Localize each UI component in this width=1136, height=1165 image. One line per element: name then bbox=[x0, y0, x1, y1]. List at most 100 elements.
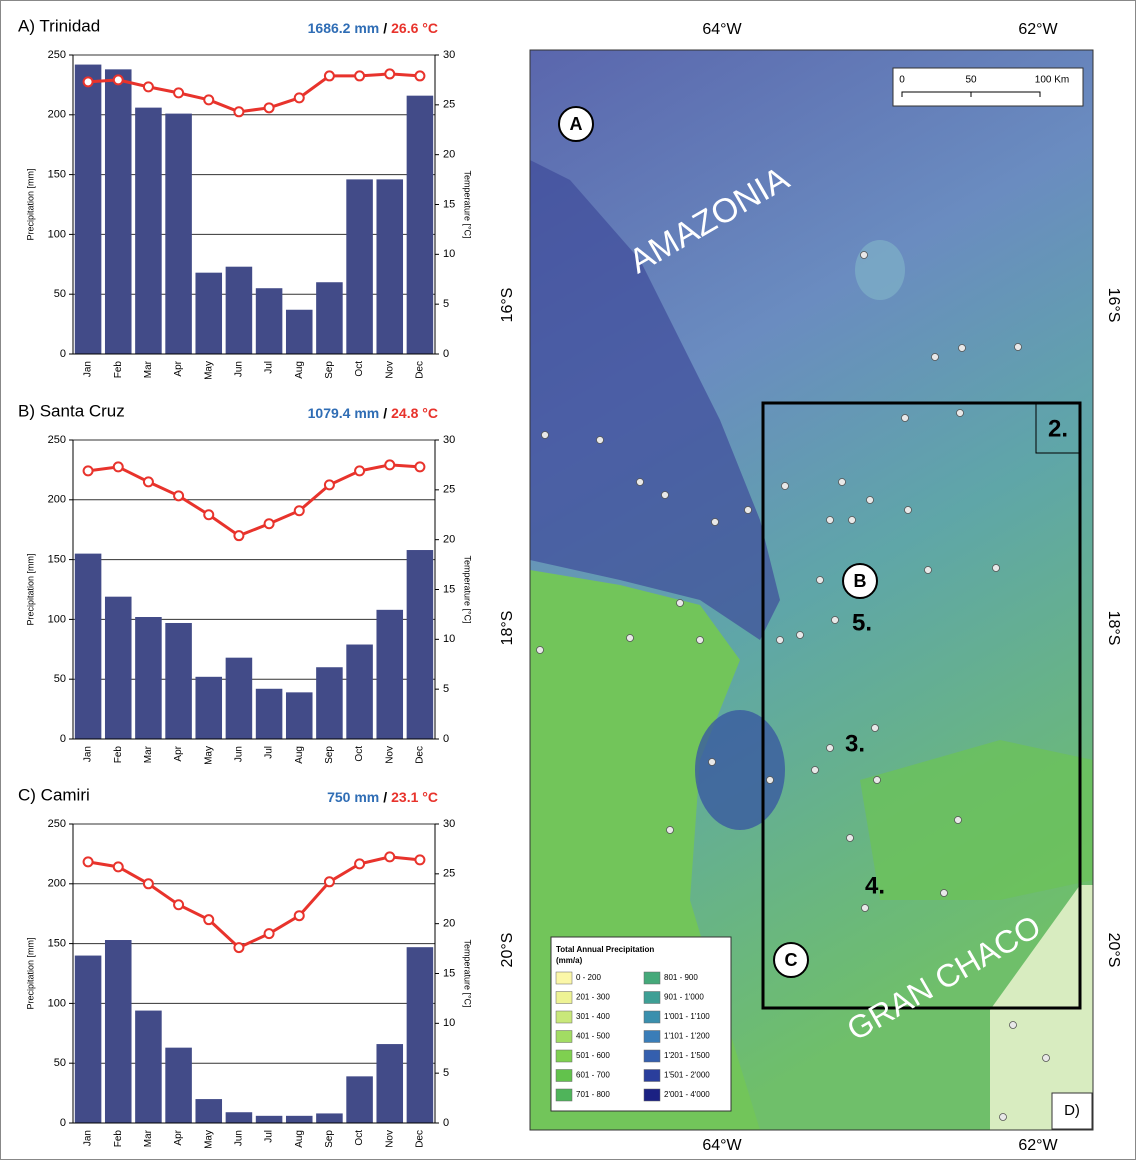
temperature-point bbox=[354, 70, 366, 82]
bar bbox=[285, 692, 313, 739]
temperature-point bbox=[233, 942, 245, 954]
legend-swatch bbox=[643, 1088, 661, 1102]
site-label: C bbox=[785, 950, 798, 970]
x-tick-label: Sep bbox=[324, 361, 335, 379]
lon-label: 62°W bbox=[1018, 1137, 1058, 1154]
bar bbox=[406, 947, 434, 1123]
legend-swatch bbox=[555, 1049, 573, 1063]
bar bbox=[316, 667, 343, 739]
x-tick-label: Apr bbox=[173, 745, 184, 761]
bar bbox=[225, 266, 253, 354]
bar bbox=[74, 553, 102, 739]
bar bbox=[104, 940, 132, 1123]
bar bbox=[316, 1113, 343, 1123]
legend-swatch bbox=[643, 1069, 661, 1082]
lon-label: 62°W bbox=[1018, 21, 1058, 38]
bar bbox=[376, 609, 404, 739]
x-tick-label: Jul bbox=[264, 361, 275, 374]
x-tick-label: Dec bbox=[415, 746, 426, 764]
x-tick-label: Feb bbox=[113, 361, 124, 379]
legend-label: 2'001 - 4'000 bbox=[664, 1090, 710, 1099]
y2-tick-label: 30 bbox=[443, 434, 455, 446]
bar bbox=[316, 282, 343, 354]
x-tick-label: May bbox=[203, 361, 214, 380]
bar bbox=[195, 272, 223, 354]
legend-label: 1'201 - 1'500 bbox=[664, 1051, 710, 1060]
zone-label: 2. bbox=[1048, 415, 1068, 442]
temperature-point bbox=[323, 70, 335, 82]
legend-swatch bbox=[643, 971, 661, 985]
site-markers: A B C bbox=[558, 106, 878, 978]
chart: C) Camiri 750 mm/23.1 °C 0 50 100 150 200 250 0 5… bbox=[18, 785, 473, 1148]
y-tick-label: 250 bbox=[48, 49, 66, 61]
map-border bbox=[529, 49, 1094, 1131]
legend-label: 1'501 - 2'000 bbox=[664, 1071, 710, 1080]
legend-swatch bbox=[555, 991, 573, 1004]
scale-label: 0 bbox=[899, 75, 905, 86]
temperature-line bbox=[87, 855, 421, 950]
lat-label: 18°S bbox=[499, 611, 516, 646]
annotation-separator: / bbox=[383, 405, 387, 421]
y2-tick-label: 20 bbox=[443, 534, 455, 546]
legend-label: 201 - 300 bbox=[576, 993, 610, 1002]
bar bbox=[406, 95, 434, 354]
x-tick-label: Jan bbox=[83, 746, 94, 762]
y-tick-label: 50 bbox=[54, 288, 66, 300]
panel-box bbox=[1051, 1092, 1093, 1130]
lon-label: 64°W bbox=[702, 1137, 742, 1154]
bar bbox=[255, 688, 283, 739]
y2-tick-label: 10 bbox=[443, 1017, 455, 1029]
y-tick-label: 250 bbox=[48, 434, 66, 446]
bar bbox=[195, 1099, 223, 1123]
lat-label: 18°S bbox=[1105, 611, 1122, 646]
y2-tick-label: 0 bbox=[443, 348, 449, 360]
y2-tick-label: 0 bbox=[443, 1117, 449, 1129]
temperature-point bbox=[263, 518, 275, 530]
bar bbox=[346, 1076, 373, 1123]
annotation-separator: / bbox=[383, 20, 387, 36]
x-tick-label: Jun bbox=[234, 1130, 245, 1146]
lat-label: 20°S bbox=[1105, 933, 1122, 968]
temperature-point bbox=[112, 74, 124, 86]
x-tick-label: Dec bbox=[415, 1130, 426, 1148]
scale-bar: 0 50 100 Km bbox=[892, 67, 1084, 107]
legend-swatch bbox=[555, 1069, 573, 1082]
temperature-point bbox=[173, 899, 185, 911]
x-tick-label: Nov bbox=[384, 1130, 395, 1148]
x-tick-label: Apr bbox=[173, 1129, 184, 1145]
bar bbox=[255, 1115, 283, 1123]
temperature-point bbox=[384, 459, 396, 471]
zone-box bbox=[1035, 402, 1081, 454]
temperature-point bbox=[263, 102, 275, 114]
x-tick-label: May bbox=[203, 1130, 214, 1149]
annotation-precipitation: 1686.2 mm bbox=[308, 20, 380, 36]
y-tick-label: 100 bbox=[48, 228, 66, 240]
scale-label: 50 bbox=[965, 75, 977, 86]
temperature-point bbox=[112, 861, 124, 873]
y2-tick-label: 25 bbox=[443, 868, 455, 880]
y2-tick-label: 15 bbox=[443, 583, 455, 595]
y2-tick-label: 5 bbox=[443, 683, 449, 695]
temperature-point bbox=[354, 858, 366, 870]
annotation: 1686.2 mm/26.6 °C bbox=[308, 20, 438, 36]
zone-labels: 2. 3. 4. 5. bbox=[845, 415, 1068, 899]
x-tick-label: Sep bbox=[324, 1130, 335, 1148]
chaco-zone bbox=[860, 740, 1093, 900]
y-tick-label: 0 bbox=[60, 1117, 66, 1129]
y2-axis-label: Temperature [°C] bbox=[463, 555, 473, 623]
y-tick-label: 150 bbox=[48, 554, 66, 566]
x-tick-label: May bbox=[203, 746, 214, 765]
bar bbox=[135, 107, 162, 355]
panel-label: D) bbox=[1064, 1102, 1080, 1119]
y-tick-label: 200 bbox=[48, 109, 66, 121]
annotation: 1079.4 mm/24.8 °C bbox=[308, 405, 438, 421]
temperature-point bbox=[233, 106, 245, 118]
legend-swatch bbox=[643, 1049, 661, 1063]
y2-tick-label: 25 bbox=[443, 99, 455, 111]
x-tick-label: Jan bbox=[83, 1130, 94, 1146]
map: 64°W 62°W 64°W 62°W 16°S 18°S 20°S 16°S … bbox=[499, 21, 1122, 1154]
site-label: A bbox=[570, 114, 583, 134]
x-tick-label: Dec bbox=[415, 361, 426, 379]
temperature-point bbox=[112, 461, 124, 473]
y2-axis-label: Temperature [°C] bbox=[463, 170, 473, 238]
